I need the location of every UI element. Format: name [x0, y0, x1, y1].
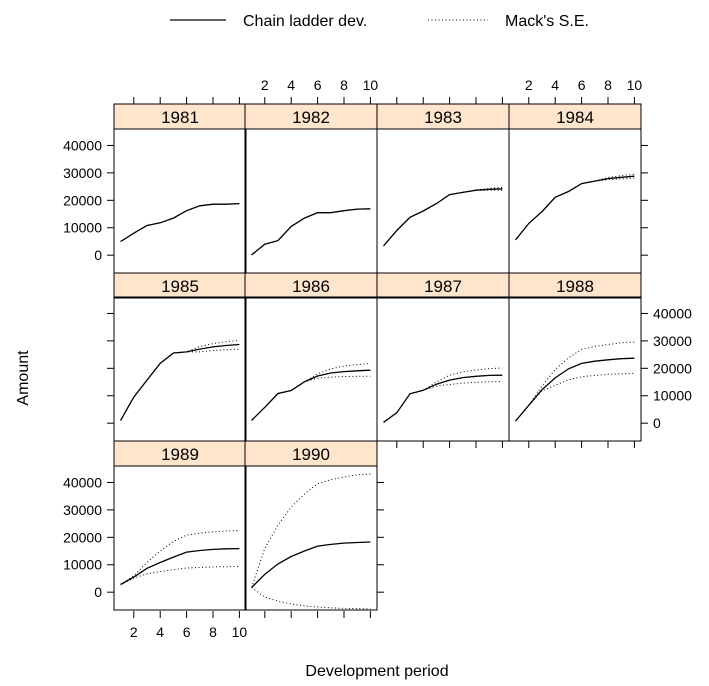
- series-mack-se-upper: [120, 530, 240, 585]
- panel-label: 1988: [556, 277, 594, 296]
- panel-1986: 1986: [244, 272, 378, 442]
- panel-label: 1984: [556, 108, 594, 127]
- x-tick-label: 4: [287, 77, 295, 93]
- panel-strip: [376, 103, 510, 130]
- series-mack-se-upper: [515, 341, 635, 422]
- y-tick-label: 30000: [63, 165, 102, 181]
- series-mack-se-upper: [120, 203, 240, 242]
- panel-strip: [508, 272, 642, 299]
- y-tick-label: 0: [94, 247, 102, 263]
- series-mack-se-upper: [251, 362, 371, 421]
- series-mack-se-lower: [515, 372, 635, 422]
- y-axis-label: Amount: [15, 350, 32, 406]
- x-tick-label: 4: [156, 624, 164, 640]
- y-tick-label: 40000: [653, 305, 692, 321]
- series-mack-se-upper: [515, 173, 635, 241]
- y-tick-label: 20000: [63, 529, 102, 545]
- x-tick-label: 6: [183, 624, 191, 640]
- panel-label: 1985: [161, 277, 199, 296]
- legend-label-dev: Chain ladder dev.: [243, 13, 367, 30]
- x-tick-label: 6: [314, 77, 322, 93]
- panels: 1981 0 10000 20000 30000 40000 1982 2 4 6 8 10 1983 1…: [63, 77, 692, 640]
- panel-1990: 1990: [244, 440, 384, 618]
- panel-1987: 1987: [376, 272, 510, 448]
- x-tick-label: 8: [209, 624, 217, 640]
- series-mack-se-lower: [120, 565, 240, 585]
- y-tick-label: 40000: [63, 474, 102, 490]
- x-tick-label: 6: [578, 77, 586, 93]
- x-tick-label: 2: [130, 624, 138, 640]
- panel-1988: 1988 0 10000 20000 30000 40000: [508, 272, 692, 448]
- panel-frame: [113, 465, 247, 611]
- series-chain-ladder-dev: [383, 374, 503, 423]
- panel-strip: [508, 103, 642, 130]
- panel-label: 1990: [292, 445, 330, 464]
- y-tick-label: 40000: [63, 137, 102, 153]
- x-tick-label: 2: [525, 77, 533, 93]
- series-chain-ladder-dev: [251, 208, 371, 256]
- y-tick-label: 10000: [63, 557, 102, 573]
- panel-label: 1989: [161, 445, 199, 464]
- panel-strip: [376, 272, 510, 299]
- panel-frame: [508, 128, 642, 274]
- series-chain-ladder-dev: [515, 175, 635, 241]
- panel-frame: [376, 128, 510, 274]
- panel-strip: [113, 440, 247, 467]
- panel-label: 1981: [161, 108, 199, 127]
- panel-1981: 1981 0 10000 20000 30000 40000: [63, 97, 247, 274]
- panel-frame: [376, 296, 510, 442]
- y-tick-label: 30000: [653, 333, 692, 349]
- panel-label: 1986: [292, 277, 330, 296]
- panel-1984: 1984 2 4 6 8 10: [508, 77, 648, 274]
- panel-1983: 1983: [376, 97, 510, 274]
- legend-label-se: Mack's S.E.: [505, 13, 589, 30]
- x-tick-label: 10: [627, 77, 643, 93]
- panel-label: 1987: [424, 277, 462, 296]
- series-chain-ladder-dev: [120, 202, 240, 243]
- x-tick-label: 8: [340, 77, 348, 93]
- y-tick-label: 0: [94, 584, 102, 600]
- panel-1985: 1985: [107, 272, 247, 442]
- series-mack-se-upper: [383, 186, 503, 247]
- x-tick-label: 8: [604, 77, 612, 93]
- series-mack-se-lower: [120, 348, 240, 421]
- panel-frame: [113, 296, 247, 442]
- series-chain-ladder-dev: [251, 541, 371, 588]
- panel-frame: [508, 296, 642, 442]
- panel-frame: [244, 128, 378, 274]
- x-tick-label: 10: [232, 624, 248, 640]
- series-chain-ladder-dev: [515, 357, 635, 422]
- series-chain-ladder-dev: [120, 547, 240, 586]
- panel-label: 1982: [292, 108, 330, 127]
- x-axis-label: Development period: [305, 663, 448, 680]
- series-chain-ladder-dev: [383, 188, 503, 247]
- series-chain-ladder-dev: [251, 369, 371, 421]
- x-tick-label: 2: [261, 77, 269, 93]
- panel-1982: 1982 2 4 6 8 10: [244, 77, 379, 274]
- panel-strip: [244, 103, 378, 130]
- x-tick-label: 10: [363, 77, 379, 93]
- series-chain-ladder-dev: [120, 343, 240, 421]
- legend: Chain ladder dev. Mack's S.E.: [170, 13, 589, 30]
- panel-1989: 1989 0 10000 20000 30000 40000 2 4 6 8 10: [63, 440, 248, 640]
- panel-strip: [244, 272, 378, 299]
- series-mack-se-lower: [251, 375, 371, 421]
- panel-frame: [244, 296, 378, 442]
- series-mack-se-lower: [251, 587, 371, 610]
- y-tick-label: 10000: [63, 220, 102, 236]
- y-tick-label: 20000: [653, 360, 692, 376]
- panel-label: 1983: [424, 108, 462, 127]
- y-tick-label: 10000: [653, 388, 692, 404]
- series-mack-se-lower: [383, 381, 503, 423]
- panel-frame: [113, 128, 247, 274]
- x-tick-label: 4: [551, 77, 559, 93]
- y-tick-label: 0: [653, 415, 661, 431]
- series-mack-se-lower: [120, 203, 240, 242]
- y-tick-label: 30000: [63, 502, 102, 518]
- y-tick-label: 20000: [63, 192, 102, 208]
- panel-frame: [244, 465, 378, 611]
